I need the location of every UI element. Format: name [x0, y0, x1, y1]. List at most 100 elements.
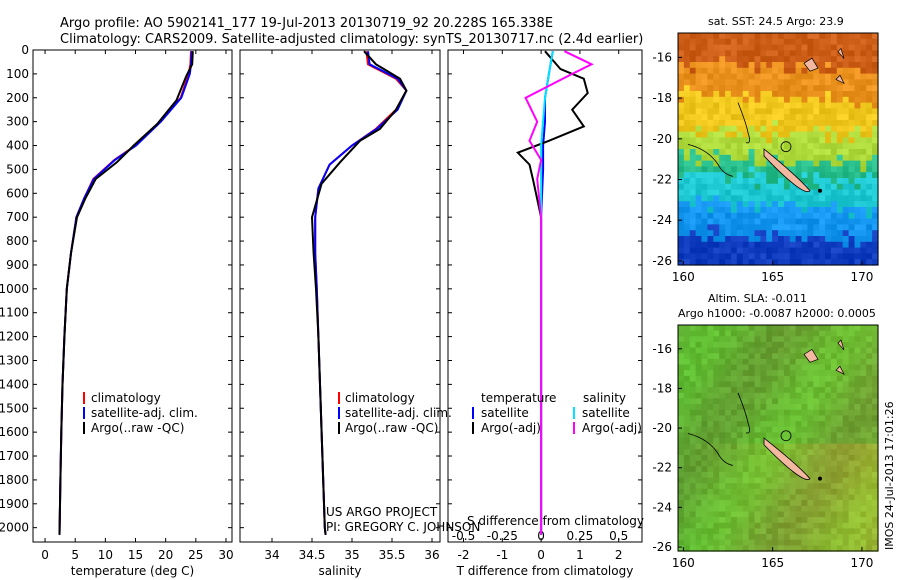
map-cell [807, 50, 814, 57]
map-cell [754, 85, 761, 92]
map-cell [848, 253, 856, 260]
map-cell [742, 370, 750, 377]
map-cell [842, 341, 850, 349]
map-cell [783, 114, 791, 121]
map-cell [807, 477, 814, 484]
map-cell [736, 511, 744, 518]
map-cell [842, 438, 850, 445]
map-cell [719, 471, 726, 479]
map-cell [719, 125, 726, 133]
map-cell [742, 189, 750, 196]
map-cell [725, 38, 732, 46]
map-cell [683, 511, 691, 518]
map-cell [836, 67, 844, 75]
map-cell [719, 114, 726, 121]
map-cell [748, 505, 756, 513]
map-cell [836, 511, 844, 518]
map-cell [854, 79, 861, 86]
map-cell [678, 154, 685, 162]
map-cell [754, 259, 761, 266]
map-cell [807, 494, 814, 501]
map-cell [866, 149, 873, 156]
map-cell [730, 375, 738, 383]
map-cell [695, 404, 703, 411]
map-cell [848, 149, 856, 156]
map-cell [842, 120, 850, 127]
map-cell [742, 201, 750, 208]
map-cell [736, 38, 744, 46]
map-cell [801, 539, 808, 546]
map-cell [701, 483, 708, 490]
map-cell [695, 494, 703, 501]
map-cell [848, 511, 856, 518]
map-cell [848, 415, 856, 422]
map-cell [754, 166, 761, 173]
map-cell [860, 125, 867, 133]
map-cell [719, 195, 726, 202]
map-cell [695, 421, 703, 428]
x-tick-label: 0 [41, 548, 49, 562]
map-cell [742, 160, 750, 167]
map-cell [730, 341, 738, 349]
map-cell [795, 172, 803, 179]
map-cell [707, 108, 714, 115]
map-cell [742, 125, 750, 133]
map-cell [866, 154, 873, 162]
map-cell [813, 154, 820, 162]
map-cell [760, 137, 767, 144]
map-cell [860, 336, 867, 343]
map-cell [830, 392, 838, 400]
map-cell [748, 347, 756, 354]
map-cell [813, 330, 820, 337]
map-cell [830, 358, 838, 366]
map-cell [689, 483, 697, 490]
map-cell [789, 201, 797, 208]
map-cell [683, 460, 691, 467]
map-cell [872, 421, 879, 428]
map-cell [866, 91, 873, 98]
map-cell [725, 409, 732, 417]
map-cell [813, 545, 820, 552]
map-cell [872, 56, 879, 63]
s-diff-tick-label: 0.25 [567, 529, 594, 543]
map-cell [678, 471, 685, 479]
map-cell [854, 44, 861, 51]
map-cell [748, 38, 756, 46]
map-cell [854, 218, 861, 225]
map-cell [813, 120, 820, 127]
map-cell [719, 511, 726, 518]
map-cell [713, 125, 720, 133]
s-diff-tick-label: 0 [537, 529, 545, 543]
map-cell [825, 125, 832, 133]
map-cell [678, 488, 685, 496]
map-cell [772, 421, 779, 428]
map-cell [778, 172, 785, 179]
map-cell [830, 460, 838, 467]
map-cell [778, 241, 785, 249]
map-cell [807, 364, 814, 371]
map-cell [830, 341, 838, 349]
map-cell [807, 230, 814, 237]
map-cell [807, 108, 814, 115]
map-cell [754, 471, 761, 479]
map-cell [866, 85, 873, 92]
map-cell [713, 236, 720, 243]
map-cell [772, 259, 779, 266]
map-cell [795, 62, 803, 69]
map-cell [678, 91, 685, 98]
map-cell [872, 44, 879, 51]
map-cell [678, 449, 685, 456]
map-cell [842, 224, 850, 231]
map-cell [860, 183, 867, 191]
map-cell [807, 224, 814, 231]
map-cell [683, 73, 691, 80]
map-cell [842, 154, 850, 162]
map-cell [801, 392, 808, 400]
map-cell [725, 259, 732, 266]
map-cell [772, 517, 779, 524]
map-cell [766, 364, 773, 371]
map-cell [683, 247, 691, 254]
map-cell [789, 154, 797, 162]
map-cell [760, 488, 767, 496]
map-cell [783, 511, 791, 518]
